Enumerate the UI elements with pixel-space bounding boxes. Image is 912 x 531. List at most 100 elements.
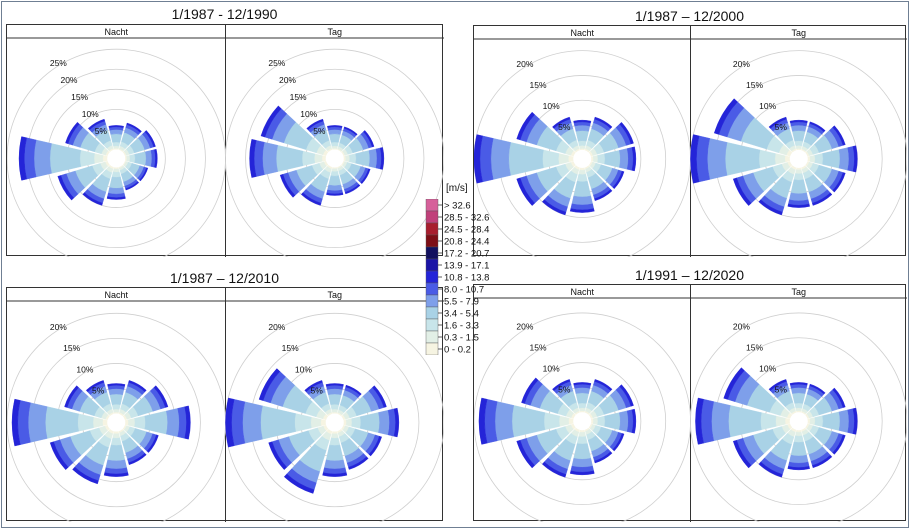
rose-sector-150-band-6	[344, 184, 361, 195]
rose-sector-0-band-2	[577, 140, 587, 147]
rose-sector-60-band-6	[144, 130, 156, 148]
rose-sector-180-band-3	[325, 444, 344, 462]
rose-sector-90-band-2	[597, 415, 606, 427]
legend-swatch	[425, 222, 439, 236]
rose-sector-90-band-6	[631, 146, 637, 172]
rose-sector-120-band-6	[832, 434, 846, 455]
windrose-panel-1987-1990: 1/1987 - 12/1990 Nacht 25% 20% 15% 10% 5% Tag 2…	[6, 6, 444, 257]
rose-sector-150-band-6	[812, 192, 833, 206]
ring-label: 10%	[759, 101, 776, 111]
rose-sector-90-band-3	[134, 151, 147, 166]
rose-sector-270-band-2	[758, 149, 776, 169]
panel-box: Nacht 20% 15% 10% 5% Tag 20% 15% 10% 5%	[6, 287, 444, 522]
rose-sector-180-band-1	[795, 431, 803, 437]
ring-label: 20%	[733, 321, 750, 331]
legend-scale: > 32.628.5 - 32.624.5 - 28.420.8 - 24.41…	[425, 199, 489, 355]
rose-sector-300-band-6	[260, 105, 282, 138]
rose-sector-180-band-4	[789, 454, 809, 464]
legend-label: 8.0 - 10.7	[444, 284, 484, 295]
rose-sector-300-band-6	[64, 385, 79, 408]
rose-sector-90-band-6	[154, 148, 158, 168]
rose-sector-180-band-0	[113, 431, 120, 435]
legend-swatch	[425, 330, 439, 344]
legend-unit: [m/s]	[446, 183, 468, 194]
ring-label: 10%	[82, 109, 99, 119]
rose-sector-90-band-1	[809, 417, 816, 426]
rose-sector-270-band-1	[558, 415, 570, 427]
grid-ring	[225, 48, 444, 257]
rose-sector-240-band-6	[732, 177, 752, 206]
rose-sector-90-band-0	[590, 418, 594, 424]
legend-label: 20.8 - 24.4	[444, 236, 489, 247]
rose-sector-270-band-0	[102, 155, 108, 162]
rose-sector-180-band-4	[571, 195, 593, 206]
rose-sector-0-band-2	[330, 141, 339, 147]
rose-sector-0-band-1	[578, 145, 586, 149]
rose-sector-90-band-4	[619, 410, 629, 432]
rose-sector-330-band-6	[768, 379, 787, 392]
rose-sector-60-band-6	[619, 122, 634, 145]
rose-sector-180-band-1	[578, 169, 587, 175]
legend-label: 24.5 - 28.4	[444, 224, 489, 235]
rose-sector-90-band-2	[814, 415, 824, 427]
rose-sector-210-band-6	[82, 192, 103, 206]
rose-sector-0-band-2	[794, 402, 804, 409]
windrose-svg: Nacht 25% 20% 15% 10% 5% Tag 25% 20% 15% 10% 5%	[7, 25, 444, 257]
rose-sector-90-band-2	[597, 153, 606, 165]
rose-sector-270-band-0	[568, 417, 574, 425]
ring-label: 15%	[71, 92, 88, 102]
rose-sector-270-band-1	[93, 153, 104, 164]
rose-center	[325, 413, 344, 432]
rose-sector-270-band-3	[276, 145, 304, 172]
rose-sector-90-band-3	[822, 149, 841, 169]
rose-sector-270-band-1	[775, 415, 786, 427]
windrose-panel-1987-2010: 1/1987 – 12/2010 Nacht 20% 15% 10% 5% Tag 20% 1…	[6, 270, 444, 522]
rose-sector-240-band-6	[268, 441, 288, 470]
rose-sector-270-band-4	[242, 401, 263, 444]
rose-sector-90-band-3	[359, 412, 380, 433]
rose-sector-330-band-6	[85, 380, 105, 393]
rose-sector-270-band-6	[474, 134, 483, 184]
rose-sector-270-band-6	[249, 139, 257, 178]
rose-center	[107, 413, 126, 432]
rose-sector-330-band-6	[552, 379, 571, 392]
ring-label: 15%	[746, 342, 763, 352]
rose-sector-270-band-1	[558, 153, 569, 165]
rose-sector-90-band-0	[807, 418, 811, 425]
rose-sector-0-band-4	[790, 124, 807, 132]
rose-sector-30-band-6	[343, 126, 358, 136]
rose-sector-0-band-3	[109, 393, 123, 405]
rose-sector-90-band-2	[814, 153, 824, 165]
rose-sector-270-band-2	[77, 413, 94, 432]
rose-sector-0-band-2	[111, 404, 121, 410]
ring-label: 5%	[558, 122, 571, 132]
rose-sector-0-band-3	[328, 133, 341, 143]
subplot-label-nacht: Nacht	[104, 290, 128, 300]
rose-sector-210-band-6	[72, 466, 99, 485]
rose-sector-270-band-0	[320, 419, 327, 426]
ring-label: 5%	[775, 385, 788, 395]
ring-label: 20%	[60, 75, 77, 85]
rose-sector-90-band-0	[124, 419, 129, 426]
rose-sector-120-band-6	[612, 433, 625, 452]
rose-sector-180-band-4	[107, 187, 125, 195]
legend-label: 17.2 - 20.7	[444, 248, 489, 259]
subplot-label-nacht: Nacht	[104, 27, 128, 37]
rose-sector-0-band-1	[578, 407, 586, 412]
windrose-svg: Nacht 20% 15% 10% 5% Tag 20% 15% 10% 5%	[474, 26, 907, 257]
rose-sector-180-band-2	[576, 173, 588, 182]
rose-sector-90-band-1	[592, 155, 599, 163]
rose-sector-90-band-1	[345, 154, 350, 163]
ring-label: 20%	[516, 321, 533, 331]
rose-sector-120-band-6	[612, 170, 625, 190]
rose-sector-90-band-4	[838, 147, 850, 171]
rose-sector-180-band-0	[331, 431, 338, 435]
panel-title: 1/1987 – 12/2010	[170, 270, 279, 286]
rose-sector-240-band-6	[516, 177, 536, 206]
rose-sector-180-band-0	[579, 167, 586, 171]
rose-sector-180-band-3	[790, 441, 807, 457]
rose-sector-150-band-6	[348, 456, 369, 470]
legend-swatch	[425, 234, 439, 248]
grid-ring	[245, 68, 425, 249]
ring-label: 15%	[290, 92, 307, 102]
